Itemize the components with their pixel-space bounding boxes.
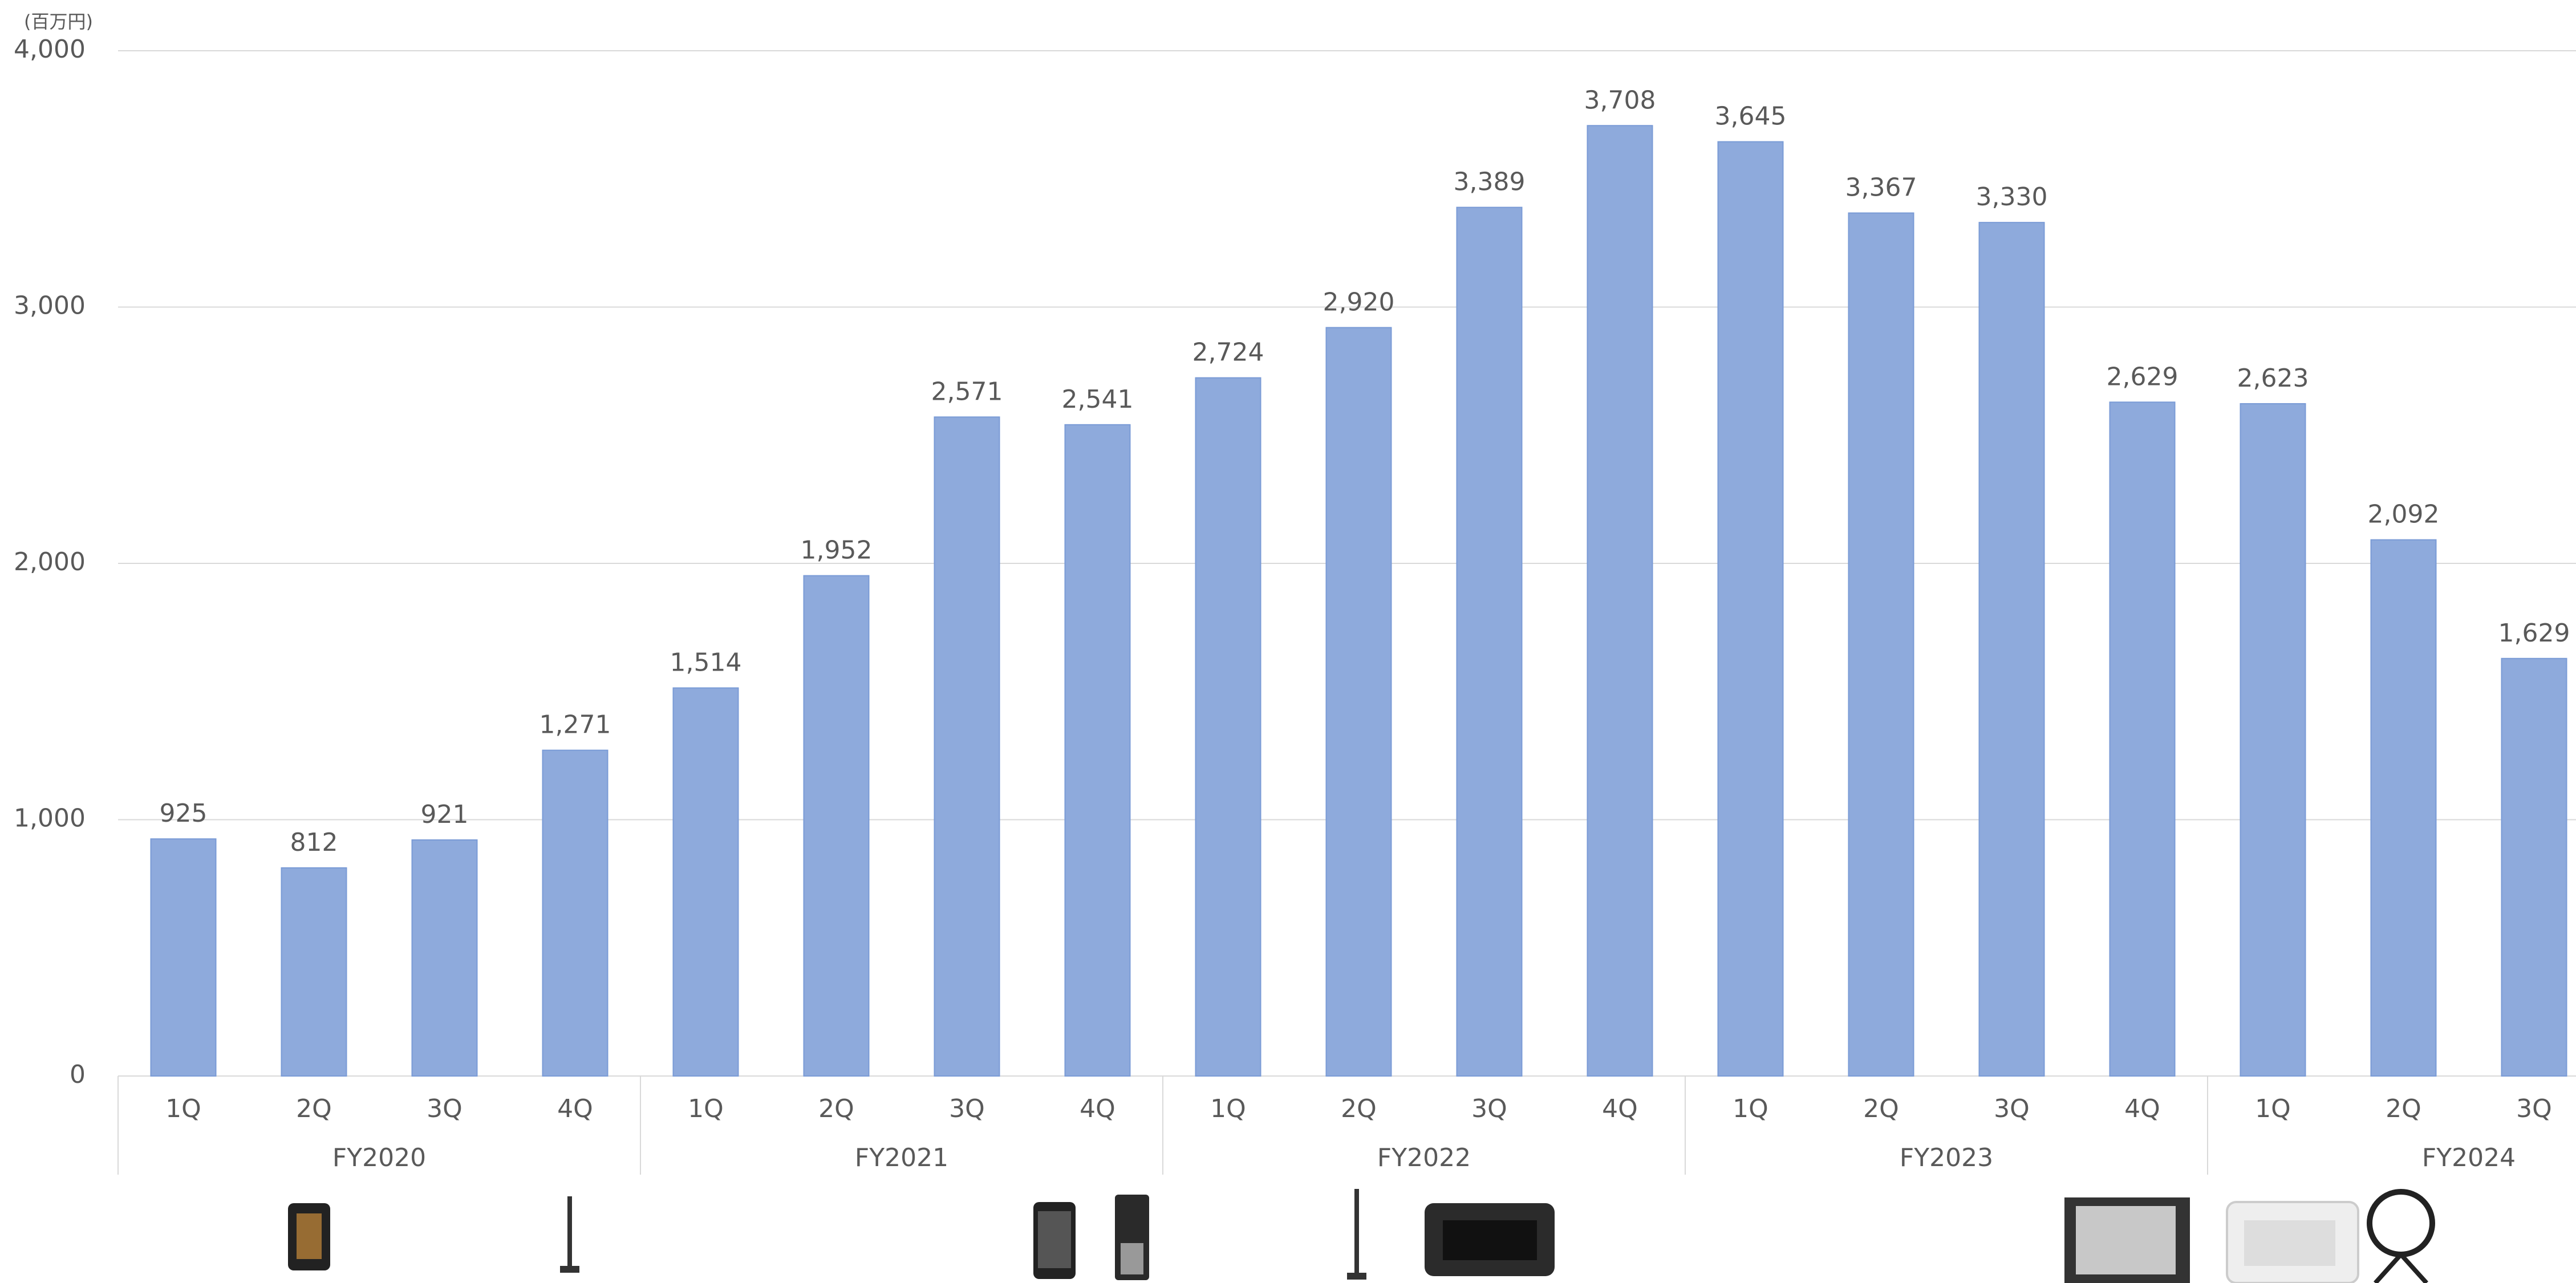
group-label: FY2021 (855, 1143, 948, 1172)
value-label: 925 (160, 799, 208, 828)
group-label: FY2024 (2422, 1143, 2516, 1172)
x-tick-label: 3Q (1471, 1094, 1507, 1123)
value-label: 812 (290, 828, 338, 857)
value-label: 1,952 (801, 536, 873, 565)
product-coffee-maker (1115, 1195, 1149, 1280)
bar (2501, 657, 2567, 1077)
x-tick-label: 3Q (2516, 1094, 2552, 1123)
x-tick-label: 2Q (296, 1094, 332, 1123)
y-tick-label: 4,000 (14, 35, 86, 64)
x-tick-label: 4Q (557, 1094, 593, 1123)
x-tick-label: 2Q (1341, 1094, 1377, 1123)
bar (2240, 403, 2306, 1077)
value-label: 1,514 (670, 648, 742, 677)
product-toaster-white (2226, 1201, 2359, 1283)
x-tick-label: 3Q (1994, 1094, 2030, 1123)
value-label: 3,330 (1976, 182, 2048, 212)
value-label: 2,541 (1062, 385, 1134, 414)
bar (934, 416, 1000, 1077)
product-vacuum-2 (1347, 1189, 1366, 1280)
x-tick-label: 4Q (1080, 1094, 1115, 1123)
x-tick-label: 4Q (2124, 1094, 2160, 1123)
bar (1456, 206, 1523, 1077)
value-label: 1,271 (539, 710, 611, 740)
bar (672, 687, 739, 1077)
group-label: FY2023 (1900, 1143, 1993, 1172)
value-label: 2,571 (931, 377, 1003, 406)
bar (1325, 327, 1392, 1077)
x-tick-label: 2Q (1863, 1094, 1899, 1123)
value-label: 2,724 (1192, 338, 1264, 367)
value-label: 3,389 (1454, 168, 1526, 197)
product-phone (1033, 1202, 1076, 1279)
bar (150, 838, 217, 1077)
x-tick-label: 1Q (1733, 1094, 1768, 1123)
bar (1848, 212, 1914, 1077)
bar (411, 839, 478, 1077)
bar (1717, 141, 1784, 1077)
y-tick-label: 0 (70, 1060, 86, 1089)
x-tick-label: 3Q (949, 1094, 985, 1123)
bar (2109, 401, 2176, 1077)
product-vacuum (560, 1196, 579, 1273)
y-tick-label: 3,000 (14, 291, 86, 320)
bar (803, 575, 870, 1077)
product-grill (2064, 1197, 2190, 1283)
value-label: 2,092 (2368, 500, 2440, 529)
bar (1978, 222, 2045, 1077)
value-label: 2,623 (2237, 364, 2309, 393)
bar (1587, 125, 1653, 1077)
value-label: 3,645 (1715, 102, 1787, 131)
value-label: 1,629 (2498, 619, 2570, 648)
x-tick-label: 1Q (165, 1094, 201, 1123)
x-tick-label: 1Q (2255, 1094, 2291, 1123)
x-tick-label: 4Q (1602, 1094, 1638, 1123)
value-label: 3,708 (1584, 86, 1656, 115)
x-tick-label: 1Q (688, 1094, 724, 1123)
bar (2370, 539, 2437, 1077)
value-label: 2,629 (2107, 362, 2179, 391)
group-label: FY2022 (1377, 1143, 1471, 1172)
y-tick-label: 2,000 (14, 547, 86, 576)
bar (1064, 424, 1131, 1077)
bar (281, 867, 347, 1077)
x-tick-label: 2Q (2386, 1094, 2421, 1123)
product-fan (2367, 1189, 2435, 1283)
x-tick-label: 2Q (818, 1094, 854, 1123)
bar (1195, 377, 1261, 1077)
product-images (288, 1189, 2435, 1283)
x-tick-label: 1Q (1210, 1094, 1246, 1123)
y-tick-label: 1,000 (14, 804, 86, 833)
product-lantern (288, 1203, 330, 1270)
value-label: 2,920 (1323, 287, 1395, 316)
value-label: 921 (421, 800, 469, 829)
x-tick-label: 3Q (427, 1094, 463, 1123)
bar (542, 749, 608, 1077)
value-label: 3,367 (1845, 173, 1917, 202)
product-toaster (1425, 1203, 1555, 1276)
unit-label: (百万円) (24, 11, 93, 33)
group-label: FY2020 (332, 1143, 426, 1172)
